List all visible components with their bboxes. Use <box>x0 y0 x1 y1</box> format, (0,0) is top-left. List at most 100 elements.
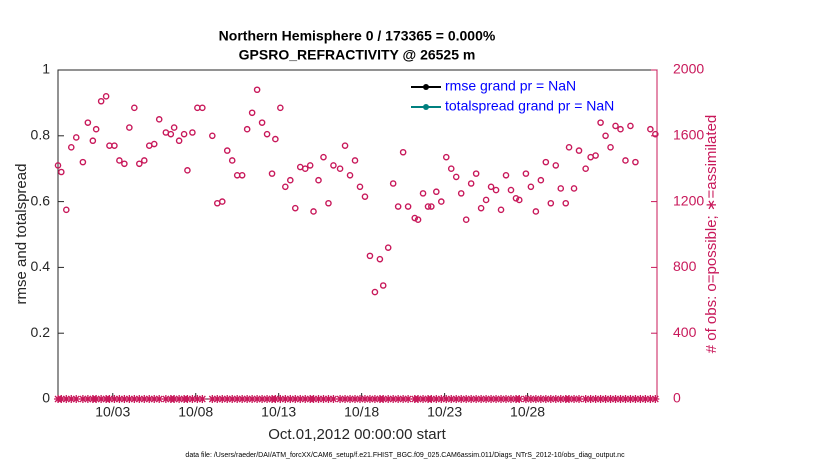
obs-assimilated <box>621 395 630 403</box>
obs-assimilated <box>442 395 451 403</box>
obs-possible <box>301 165 309 172</box>
obs-assimilated <box>301 395 310 403</box>
legend-label: totalspread grand pr = NaN <box>445 98 614 114</box>
obs-possible <box>411 214 419 222</box>
obs-possible <box>389 180 397 187</box>
obs-assimilated <box>258 395 267 403</box>
obs-assimilated <box>57 395 66 403</box>
obs-assimilated <box>314 395 323 403</box>
obs-possible <box>532 208 540 215</box>
obs-possible <box>562 199 570 207</box>
obs-assimilated <box>140 395 149 403</box>
obs-possible <box>351 157 359 164</box>
obs-possible <box>243 125 251 133</box>
obs-assimilated <box>379 395 388 403</box>
obs-possible <box>462 216 470 223</box>
obs-possible <box>155 116 163 123</box>
y2-axis-label: # of obs: o=possible; ∗=assimilated <box>703 115 720 354</box>
y-tick-label: 0.2 <box>31 324 51 340</box>
obs-possible <box>371 288 379 296</box>
obs-possible <box>428 203 435 210</box>
y2-tick-label: 800 <box>673 258 697 274</box>
obs-possible <box>487 183 495 191</box>
obs-possible <box>447 165 455 172</box>
obs-assimilated <box>394 395 403 403</box>
obs-assimilated <box>541 395 550 403</box>
obs-possible <box>272 135 279 143</box>
obs-possible <box>557 185 565 192</box>
obs-possible <box>320 153 327 161</box>
obs-assimilated <box>606 395 615 403</box>
obs-assimilated <box>130 395 139 403</box>
obs-assimilated <box>521 395 530 403</box>
obs-assimilated <box>286 395 295 403</box>
obs-possible <box>627 122 634 130</box>
obs-possible <box>175 137 183 145</box>
obs-assimilated <box>170 395 179 403</box>
obs-possible <box>336 165 344 172</box>
obs-assimilated <box>492 395 501 403</box>
obs-possible <box>306 162 314 169</box>
obs-possible <box>58 168 65 176</box>
obs-possible <box>361 193 369 200</box>
obs-possible <box>442 153 450 161</box>
obs-possible <box>131 104 138 112</box>
obs-assimilated <box>581 395 590 403</box>
y2-tick-label: 0 <box>673 390 681 406</box>
obs-assimilated <box>208 395 217 403</box>
obs-possible <box>189 129 196 136</box>
obs-assimilated <box>477 395 486 403</box>
obs-possible <box>457 190 465 197</box>
obs-assimilated <box>175 395 184 403</box>
obs-assimilated <box>243 395 252 403</box>
obs-assimilated <box>526 395 535 403</box>
chart-subtitle: GPSRO_REFRACTIVITY @ 26525 m <box>239 47 476 63</box>
obs-assimilated <box>263 395 272 403</box>
obs-assimilated <box>646 395 655 403</box>
obs-assimilated <box>336 395 345 403</box>
obs-possible <box>542 158 550 166</box>
obs-possible <box>218 198 226 205</box>
y-tick-label: 1 <box>42 61 50 77</box>
obs-possible <box>515 196 523 204</box>
obs-assimilated <box>384 395 393 403</box>
obs-possible <box>248 109 256 117</box>
obs-possible <box>437 198 445 205</box>
obs-possible <box>97 97 105 105</box>
obs-possible <box>315 176 322 184</box>
obs-possible <box>404 203 412 210</box>
obs-possible <box>602 132 609 140</box>
obs-assimilated <box>502 395 511 403</box>
obs-assimilated <box>631 395 640 403</box>
obs-assimilated <box>506 395 515 403</box>
obs-assimilated <box>346 395 355 403</box>
obs-possible <box>652 130 659 138</box>
obs-possible <box>384 244 392 251</box>
obs-assimilated <box>556 395 565 403</box>
obs-assimilated <box>150 395 159 403</box>
obs-possible <box>366 252 374 260</box>
y-axis-label: rmse and totalspread <box>13 164 30 305</box>
obs-assimilated <box>515 395 524 403</box>
obs-possible <box>341 142 349 149</box>
obs-assimilated <box>223 395 232 403</box>
obs-possible <box>136 160 143 168</box>
obs-possible <box>379 282 387 289</box>
obs-assimilated <box>110 395 119 403</box>
obs-assimilated <box>611 395 620 403</box>
obs-possible <box>67 144 75 151</box>
obs-assimilated <box>596 395 605 403</box>
obs-possible <box>552 162 560 169</box>
obs-possible <box>597 119 604 126</box>
obs-assimilated <box>67 395 76 403</box>
obs-assimilated <box>472 395 481 403</box>
legend-marker <box>423 84 429 90</box>
obs-possible <box>268 170 276 177</box>
obs-possible <box>482 196 490 204</box>
obs-assimilated <box>97 395 106 403</box>
y2-tick-label: 1600 <box>673 127 704 143</box>
obs-possible <box>180 130 188 138</box>
obs-possible <box>492 186 500 194</box>
obs-assimilated <box>238 395 247 403</box>
obs-assimilated <box>389 395 398 403</box>
